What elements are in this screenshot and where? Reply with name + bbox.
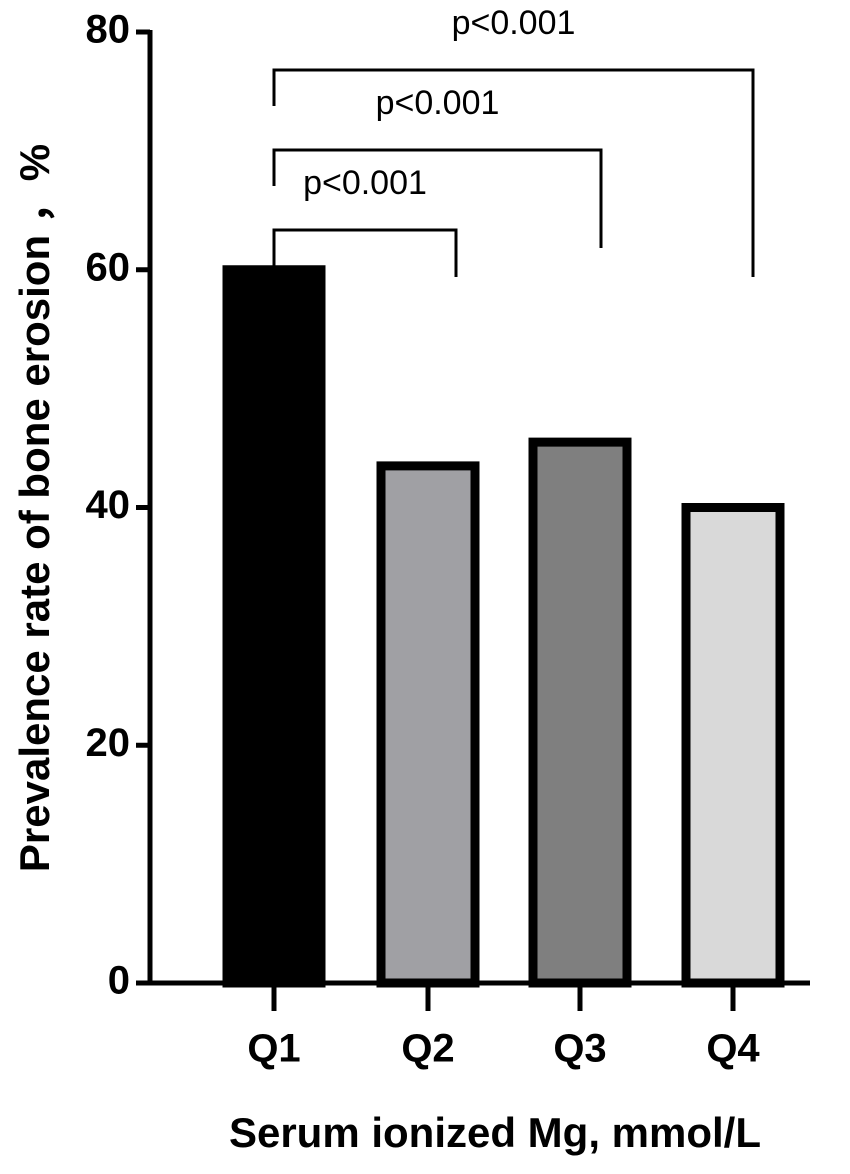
x-tick-label: Q1 [247,1027,300,1071]
y-tick-label: 60 [86,245,131,289]
y-axis-title: Prevalence rate of bone erosion ，% [11,144,58,872]
bar [681,503,785,988]
p-value-annotation: p<0.001 [376,84,500,122]
x-axis-title: Serum ionized Mg, mmol/L [229,1109,761,1156]
p-value-annotation: p<0.001 [452,4,576,42]
y-tick-label: 20 [86,721,131,765]
p-value-annotation: p<0.001 [303,164,427,202]
y-tick-label: 0 [108,959,130,1003]
significance-bracket [272,228,458,277]
significance-bracket [272,148,603,248]
y-tick-label: 80 [86,8,131,52]
x-tick-label: Q2 [401,1027,454,1071]
bar [222,265,326,988]
x-tick-label: Q3 [553,1027,606,1071]
bar [528,437,632,988]
significance-bracket [272,68,755,277]
x-tick-label: Q4 [706,1027,760,1071]
bar [376,461,480,988]
y-tick-label: 40 [86,483,131,527]
